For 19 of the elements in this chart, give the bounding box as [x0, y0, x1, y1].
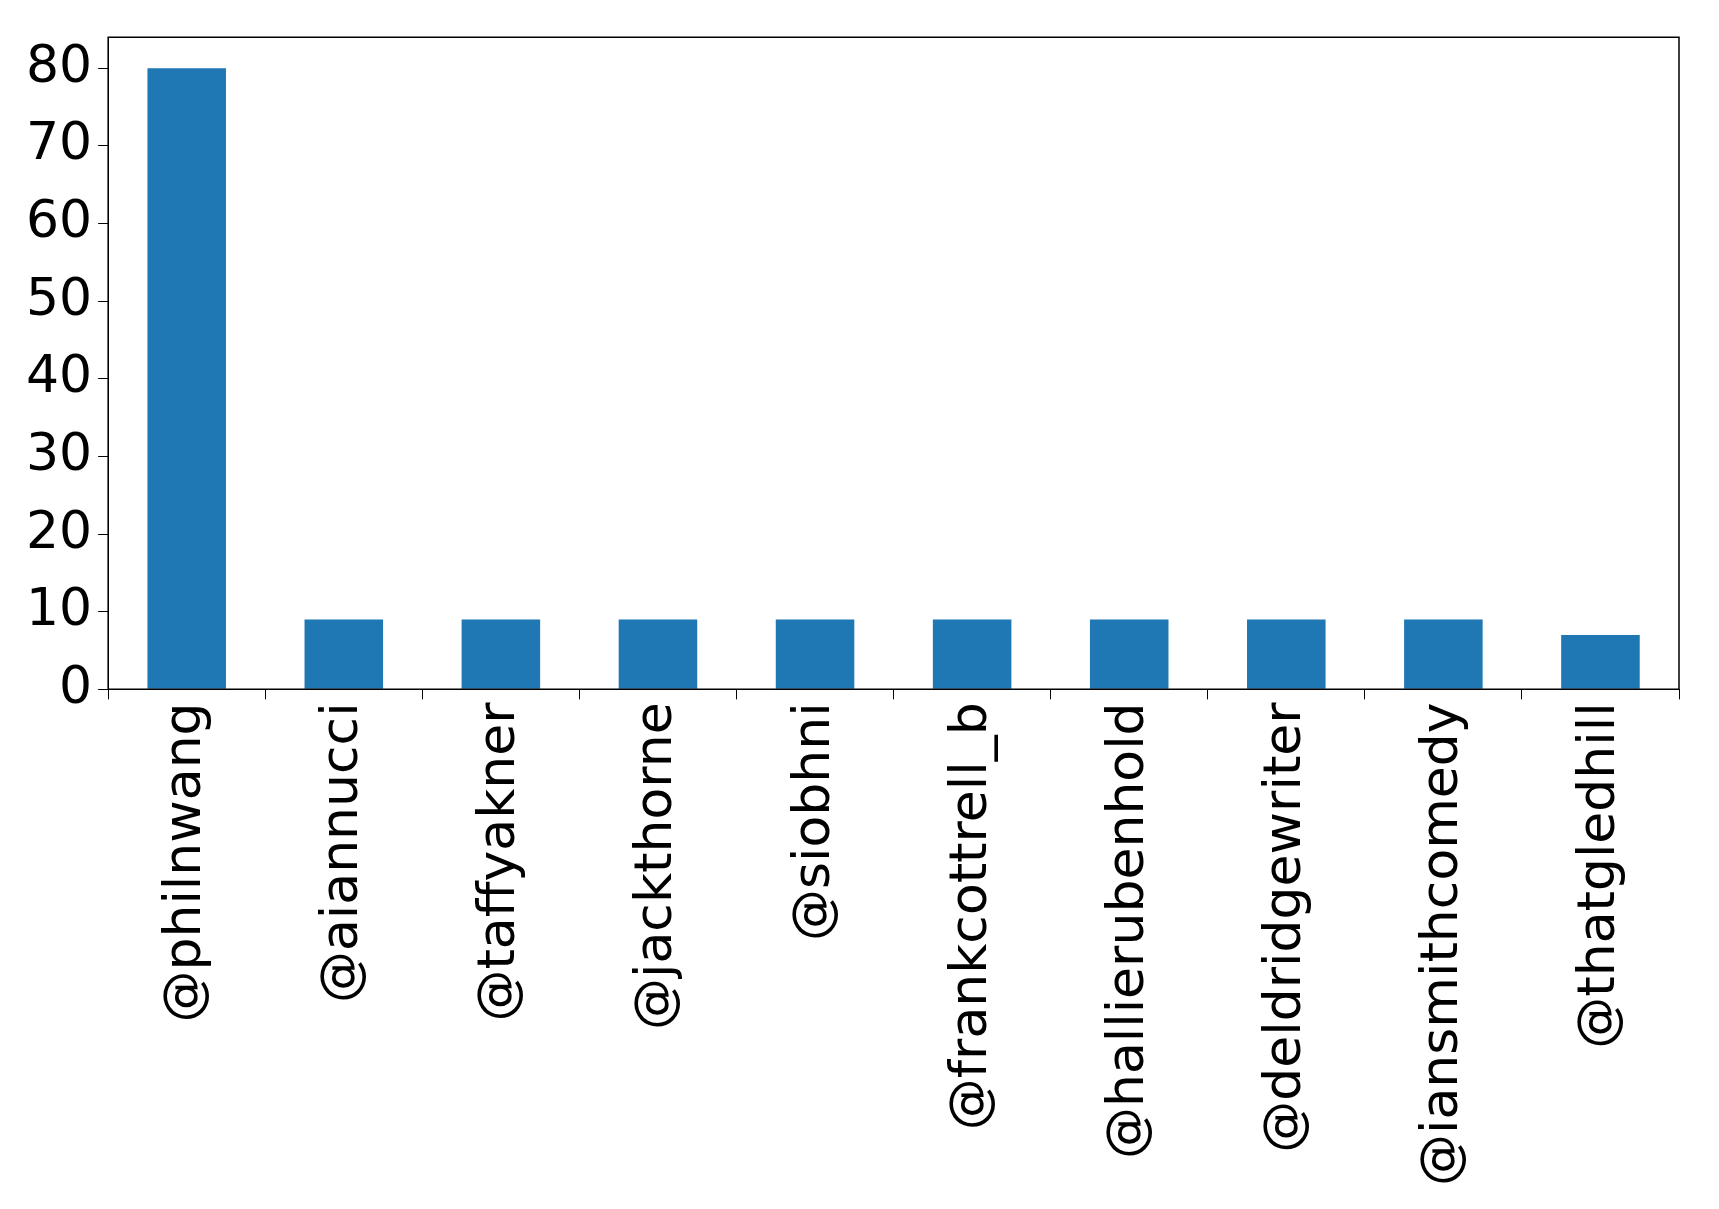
- y-tick-label: 80: [26, 33, 93, 94]
- y-tick-label: 10: [26, 577, 93, 638]
- x-tick-label: @philnwang: [152, 702, 213, 1023]
- x-tick-label: @jackthorne: [623, 702, 684, 1030]
- y-tick-label: 20: [26, 499, 93, 560]
- x-tick-label: @thatgledhill: [1565, 702, 1626, 1049]
- y-tick-label: 40: [26, 344, 93, 405]
- x-tick-label: @frankcottrell_b: [937, 702, 998, 1131]
- x-tick-label: @taffyakner: [466, 701, 527, 1022]
- x-tick-label: @deldridgewriter: [1251, 701, 1312, 1153]
- y-tick-label: 60: [26, 189, 93, 250]
- x-tick-label: @aiannucci: [309, 702, 370, 1004]
- x-tick-label: @hallierubenhold: [1094, 702, 1155, 1160]
- x-tick-label: @siobhni: [780, 702, 841, 942]
- y-tick-label: 30: [26, 421, 93, 482]
- y-tick-label: 0: [59, 654, 93, 715]
- y-tick-label: 50: [26, 266, 93, 327]
- y-tick-label: 70: [26, 111, 93, 172]
- x-tick-label: @iansmithcomedy: [1408, 702, 1469, 1186]
